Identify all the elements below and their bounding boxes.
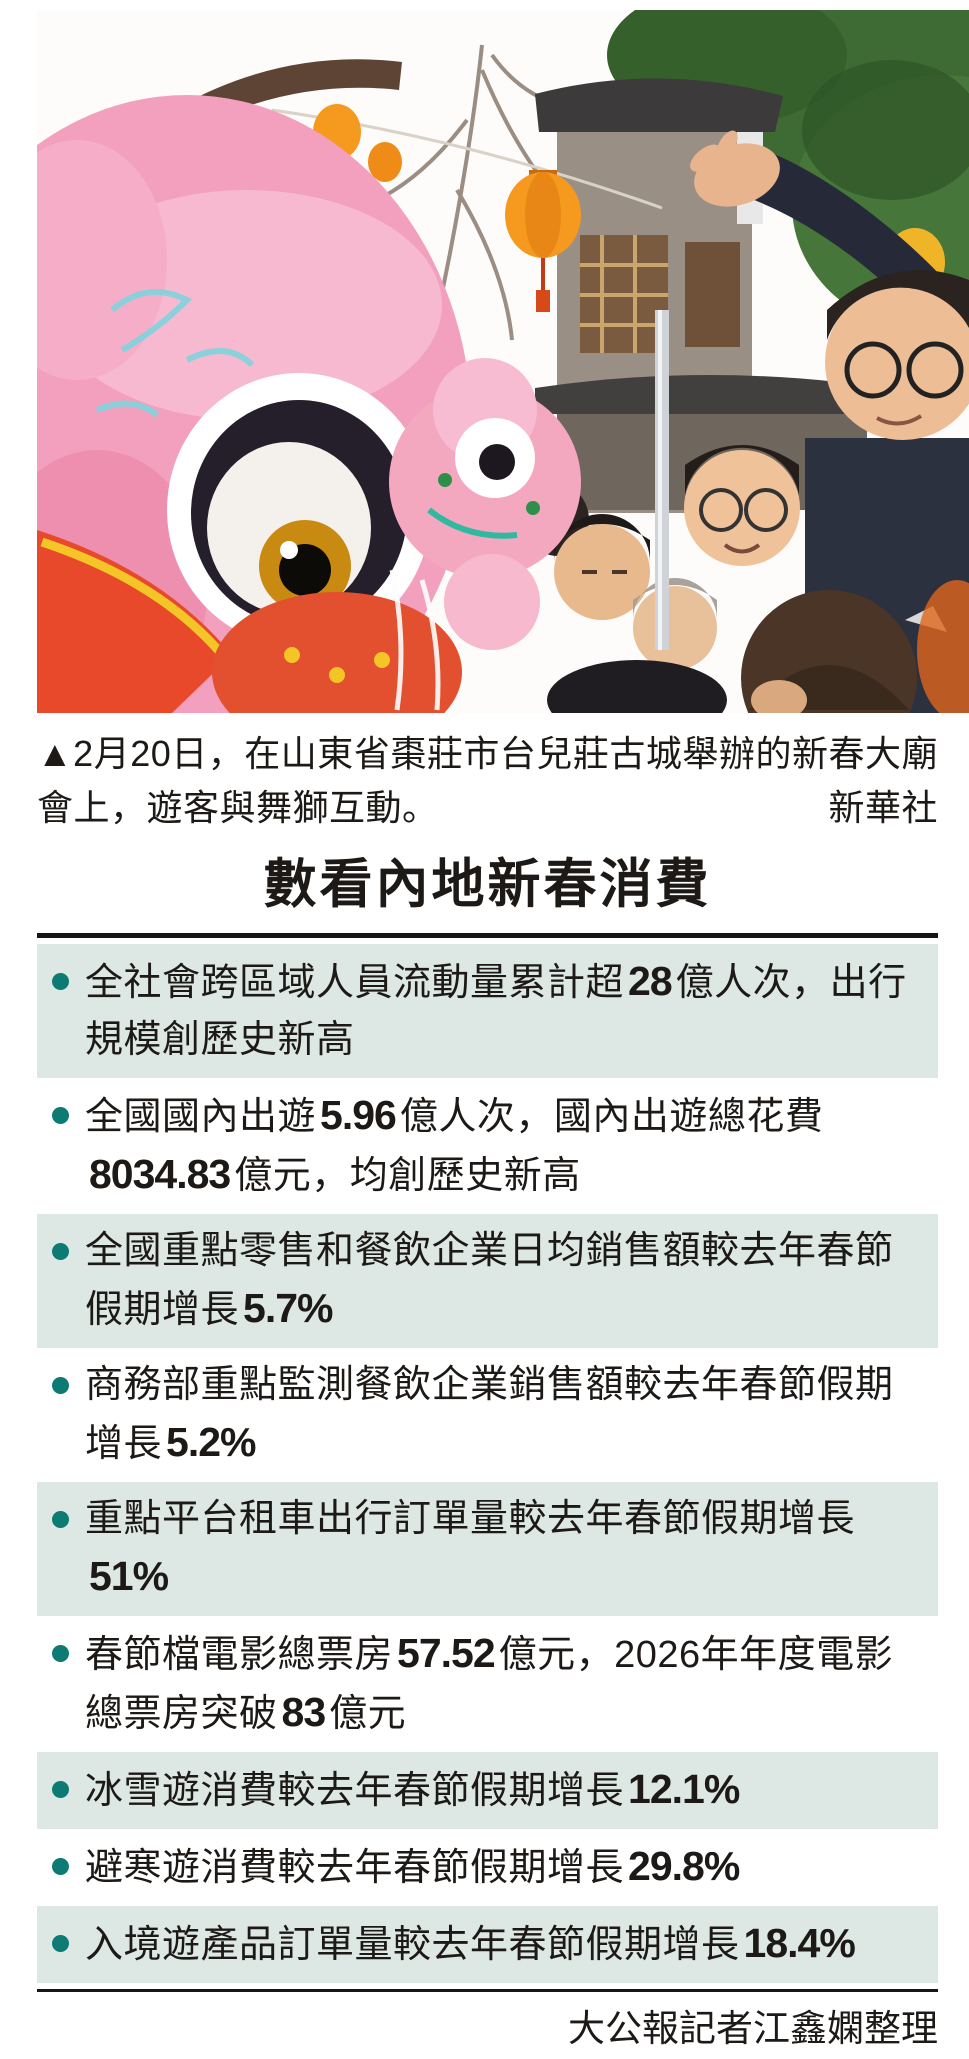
- bullet-icon: [52, 1781, 69, 1798]
- lantern-icon: [505, 170, 581, 312]
- lion-patterns: [95, 289, 255, 418]
- bullet-icon: [52, 1243, 69, 1260]
- child-back-of-head: [741, 590, 917, 713]
- stat-item: 全國國內出遊5.96 億人次，國內出遊總花費8034.83 億元，均創歷史新高: [37, 1078, 938, 1214]
- stat-item: 入境遊產品訂單量較去年春節假期增長18.4%: [37, 1906, 938, 1983]
- bullet-icon: [52, 1377, 69, 1394]
- wooden-eave: [182, 59, 402, 130]
- source-credit: 大公報記者江鑫嫻整理: [568, 2008, 938, 2049]
- stat-text: 避寒遊消費較去年春節假期增長29.8%: [85, 1843, 740, 1889]
- stat-text: 重點平台租車出行訂單量較去年春節假期增長51%: [85, 1498, 856, 1599]
- stat-item: 商務部重點監測餐飲企業銷售額較去年春節假期增長5.2%: [37, 1348, 938, 1482]
- lion-dance-photo-illustration: [37, 10, 969, 713]
- bullet-icon: [52, 1511, 69, 1528]
- bullet-icon: [52, 1858, 69, 1875]
- bullet-icon: [52, 1645, 69, 1662]
- stat-text: 入境遊產品訂單量較去年春節假期增長18.4%: [85, 1920, 856, 1966]
- photo-credit: 新華社: [810, 781, 938, 835]
- lion-eye: [167, 373, 431, 647]
- woman-with-glasses: [684, 445, 800, 566]
- stats-list: 全社會跨區域人員流動量累計超28 億人次，出行規模創歷史新高 全國國內出遊5.96 億…: [37, 944, 938, 1983]
- news-photo: [37, 10, 969, 713]
- lantern-icon: [368, 142, 402, 182]
- lion-head: [37, 95, 472, 713]
- stat-text: 全國重點零售和餐飲企業日均銷售額較去年春節假期增長5.7%: [85, 1230, 894, 1331]
- caption-marker-icon: ▲: [37, 733, 74, 774]
- newspaper-clipping: ▲2月20日，在山東省棗莊市台兒莊古城舉辦的新春大廟會上，遊客與舞獅互動。 新華…: [0, 10, 969, 2059]
- bullet-icon: [52, 973, 69, 990]
- elderly-woman: [633, 578, 717, 670]
- bullet-icon: [52, 1107, 69, 1124]
- infographic-title: 數看內地新春消費: [263, 855, 712, 914]
- stat-text: 冰雪遊消費較去年春節假期增長12.1%: [85, 1766, 740, 1812]
- reaching-arm: [690, 130, 969, 372]
- second-lion-head: [389, 358, 581, 650]
- stat-item: 避寒遊消費較去年春節假期增長29.8%: [37, 1829, 938, 1906]
- stat-text: 商務部重點監測餐飲企業銷售額較去年春節假期增長5.2%: [85, 1364, 894, 1465]
- stat-item: 重點平台租車出行訂單量較去年春節假期增長51%: [37, 1482, 938, 1616]
- stat-text: 全社會跨區域人員流動量累計超28 億人次，出行規模創歷史新高: [85, 958, 907, 1061]
- pole: [655, 310, 669, 650]
- bullet-icon: [52, 1935, 69, 1952]
- stat-item: 全國重點零售和餐飲企業日均銷售額較去年春節假期增長5.7%: [37, 1214, 938, 1348]
- stat-item: 冰雪遊消費較去年春節假期增長12.1%: [37, 1752, 938, 1829]
- man-face: [554, 514, 650, 620]
- stat-text: 全國國內出遊5.96 億人次，國內出遊總花費8034.83 億元，均創歷史新高: [85, 1092, 824, 1197]
- photo-caption: ▲2月20日，在山東省棗莊市台兒莊古城舉辦的新春大廟會上，遊客與舞獅互動。 新華…: [37, 727, 938, 835]
- bottom-divider: [37, 1989, 938, 1992]
- stat-item: 全社會跨區域人員流動量累計超28 億人次，出行規模創歷史新高: [37, 944, 938, 1078]
- caption-text: 2月20日，在山東省棗莊市台兒莊古城舉辦的新春大廟會上，遊客與舞獅互動。: [37, 733, 938, 828]
- crowd: [525, 270, 969, 713]
- stat-text: 春節檔電影總票房57.52 億元，2026年年度電影總票房突破83 億元: [85, 1630, 894, 1735]
- stat-item: 春節檔電影總票房57.52 億元，2026年年度電影總票房突破83 億元: [37, 1616, 938, 1752]
- top-divider: [37, 933, 938, 938]
